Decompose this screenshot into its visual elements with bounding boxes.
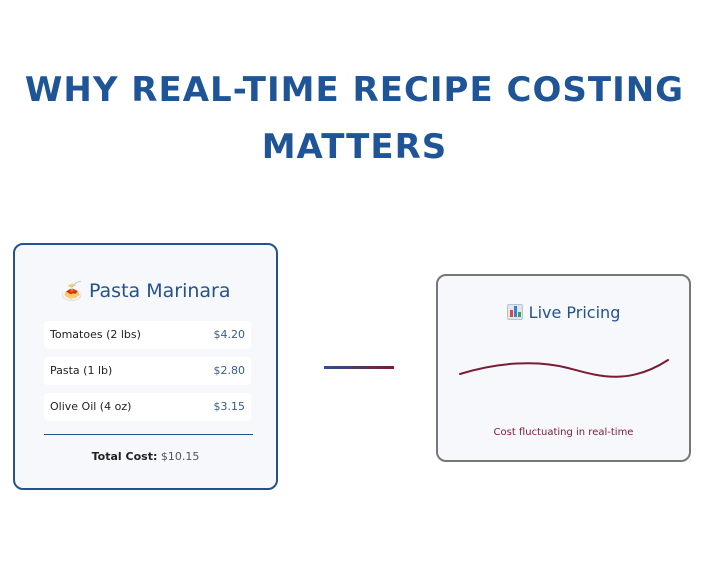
ingredient-name: Pasta (1 lb) xyxy=(50,364,113,377)
ingredient-price: $4.20 xyxy=(213,328,246,341)
total-cost-value: $10.15 xyxy=(160,450,200,463)
ingredient-row: Tomatoes (2 lbs) $4.20 xyxy=(44,321,251,349)
ingredient-price: $3.15 xyxy=(213,400,246,413)
ingredient-row: Olive Oil (4 oz) $3.15 xyxy=(44,393,251,421)
ingredient-name: Olive Oil (4 oz) xyxy=(50,400,132,413)
spaghetti-icon: 🍝 xyxy=(60,281,83,302)
ingredient-row: Pasta (1 lb) $2.80 xyxy=(44,357,251,385)
page-title-line-1: WHY REAL-TIME RECIPE COSTING xyxy=(24,70,685,110)
live-pricing-title: Live Pricing xyxy=(438,303,689,322)
total-cost-label: Total Cost: xyxy=(91,450,158,463)
connector-line xyxy=(324,366,394,369)
ingredient-price: $2.80 xyxy=(213,364,246,377)
total-divider xyxy=(44,434,253,435)
price-wave xyxy=(459,359,669,378)
page-title: WHY REAL-TIME RECIPE COSTING MATTERS xyxy=(0,62,709,176)
pricing-caption: Cost fluctuating in real-time xyxy=(493,427,634,438)
live-pricing-label: Live Pricing xyxy=(528,303,621,322)
recipe-card: 🍝 Pasta Marinara Tomatoes (2 lbs) $4.20 P… xyxy=(13,243,278,490)
recipe-name: Pasta Marinara xyxy=(88,280,231,302)
recipe-title: 🍝 Pasta Marinara xyxy=(15,280,276,302)
price-wave-line xyxy=(459,359,669,378)
bar-chart-icon xyxy=(506,304,523,320)
page-title-line-2: MATTERS xyxy=(261,127,448,167)
live-pricing-card: Live Pricing Cost fluctuating in real-ti… xyxy=(436,274,691,462)
ingredient-name: Tomatoes (2 lbs) xyxy=(50,328,141,341)
total-cost: Total Cost: $10.15 xyxy=(15,450,276,463)
